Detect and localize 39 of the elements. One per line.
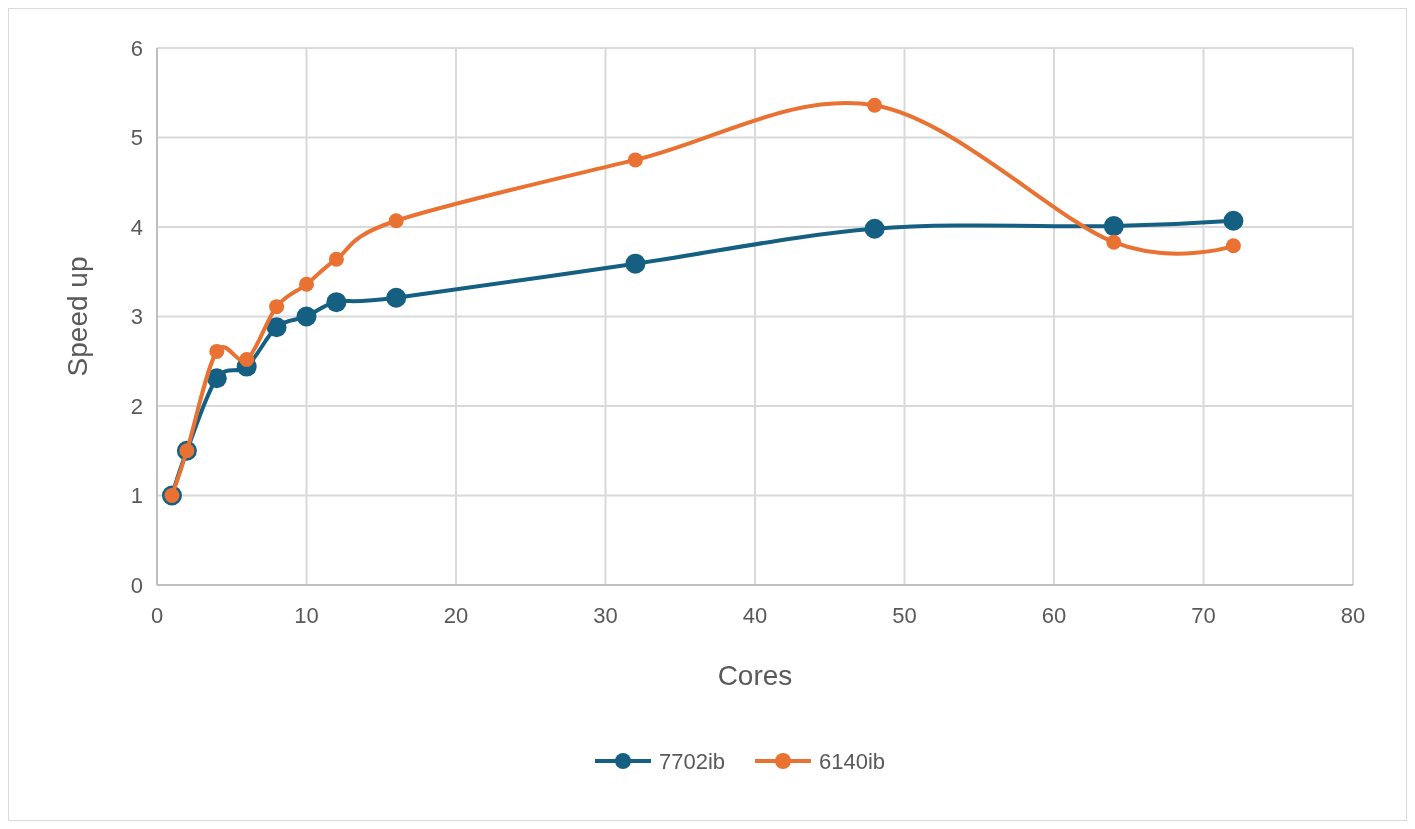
x-tick-label: 10 bbox=[294, 603, 319, 628]
point bbox=[867, 97, 883, 113]
point bbox=[625, 253, 646, 274]
x-axis-title: Cores bbox=[717, 660, 793, 691]
x-tick-label: 20 bbox=[443, 603, 469, 628]
point bbox=[328, 251, 344, 267]
point bbox=[864, 218, 885, 239]
y-tick-label: 4 bbox=[130, 214, 143, 240]
x-tick-label: 40 bbox=[742, 603, 768, 628]
point bbox=[388, 213, 404, 229]
point bbox=[206, 368, 227, 389]
point bbox=[627, 152, 643, 168]
y-tick-label: 2 bbox=[130, 393, 143, 419]
x-tick-label: 80 bbox=[1340, 603, 1366, 628]
x-tick-label: 60 bbox=[1041, 603, 1067, 628]
x-tick-label: 70 bbox=[1191, 603, 1216, 628]
y-tick-label: 3 bbox=[130, 304, 143, 330]
point bbox=[1225, 238, 1241, 254]
x-tick-label: 0 bbox=[150, 603, 164, 628]
point bbox=[269, 299, 285, 315]
legend-label: 7702ib bbox=[659, 748, 726, 774]
point bbox=[209, 343, 225, 359]
legend-label: 6140ib bbox=[819, 748, 886, 774]
y-tick-label: 1 bbox=[130, 483, 143, 509]
y-axis-title: Speed up bbox=[62, 256, 93, 377]
point bbox=[386, 287, 407, 308]
point bbox=[266, 317, 287, 338]
point bbox=[296, 306, 317, 327]
point bbox=[1103, 216, 1124, 237]
y-tick-label: 0 bbox=[130, 572, 143, 598]
point bbox=[239, 351, 255, 367]
point bbox=[299, 276, 314, 292]
point bbox=[326, 292, 347, 313]
point bbox=[1106, 234, 1122, 250]
x-tick-label: 30 bbox=[593, 603, 618, 628]
y-tick-label: 5 bbox=[130, 125, 143, 151]
y-tick-label: 6 bbox=[130, 35, 143, 61]
x-tick-label: 50 bbox=[892, 603, 917, 628]
point bbox=[1223, 210, 1244, 231]
